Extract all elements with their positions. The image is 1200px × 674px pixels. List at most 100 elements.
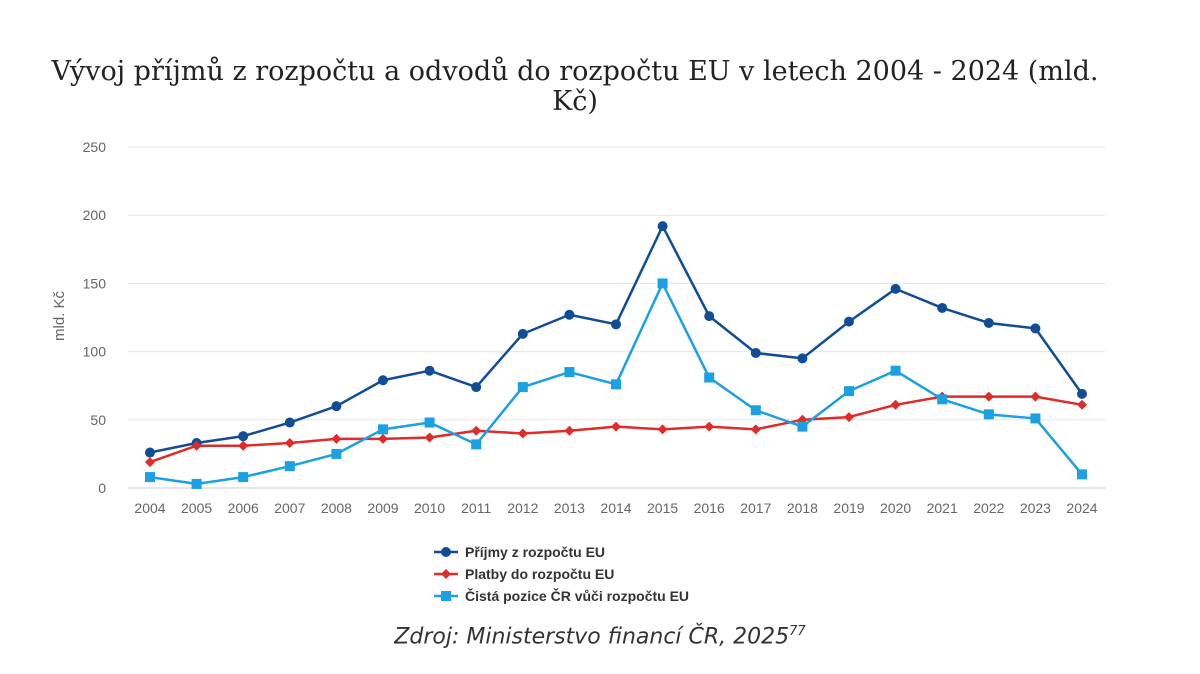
x-tick-label: 2005 (181, 500, 212, 516)
legend-marker (441, 569, 451, 579)
data-point (750, 347, 761, 358)
data-point (657, 424, 668, 435)
data-point (145, 457, 155, 468)
data-point (424, 432, 435, 443)
x-tick-label: 2008 (321, 500, 352, 516)
legend: Příjmy z rozpočtu EU Platby do rozpočtu E… (434, 544, 689, 604)
series-3 (145, 278, 1087, 489)
x-tick-label: 2012 (507, 500, 538, 516)
data-point (564, 425, 575, 436)
data-point (1077, 469, 1087, 480)
data-point (890, 365, 901, 376)
data-point (983, 391, 994, 402)
data-point (284, 417, 295, 428)
data-point (331, 433, 342, 444)
legend-label: Platby do rozpočtu EU (465, 566, 614, 582)
data-point (378, 433, 388, 444)
data-point (611, 319, 621, 330)
data-point (844, 412, 854, 423)
data-point (331, 448, 342, 459)
y-axis-label: mld. Kč (51, 290, 68, 341)
x-tick-label: 2006 (228, 500, 259, 516)
data-point (983, 317, 994, 328)
x-tick-label: 2014 (600, 500, 631, 516)
data-point (797, 421, 808, 432)
x-tick-label: 2021 (927, 500, 958, 516)
data-point (424, 365, 435, 376)
data-point (890, 399, 901, 410)
series-2 (145, 391, 1087, 468)
y-tick-label: 200 (83, 207, 107, 223)
data-point (191, 478, 202, 489)
y-tick-label: 50 (90, 412, 106, 428)
data-point (471, 439, 482, 450)
data-point (983, 409, 994, 420)
source-footnote: 77 (789, 624, 806, 639)
source-text: Zdroj: Ministerstvo financí ČR, 2025 (394, 624, 790, 650)
data-point (1077, 399, 1087, 410)
data-point (378, 375, 388, 386)
source-caption: Zdroj: Ministerstvo financí ČR, 202577 (0, 624, 1200, 649)
x-tick-label: 2017 (740, 500, 771, 516)
data-point (378, 424, 388, 435)
data-point (844, 386, 854, 397)
data-point (704, 421, 715, 432)
series-1 (145, 221, 1087, 458)
x-tick-label: 2016 (694, 500, 725, 516)
legend-item[interactable]: Platby do rozpočtu EU (434, 566, 614, 582)
x-tick-label: 2022 (973, 500, 1004, 516)
data-point (145, 447, 155, 458)
x-tick-label: 2015 (647, 500, 678, 516)
gridlines (128, 146, 1105, 489)
data-point (471, 382, 482, 393)
data-point (331, 401, 342, 412)
data-point (797, 353, 808, 364)
legend-item[interactable]: Příjmy z rozpočtu EU (434, 544, 605, 560)
data-point (517, 428, 528, 439)
legend-label: Příjmy z rozpočtu EU (465, 544, 605, 560)
data-point (238, 472, 249, 483)
data-point (937, 302, 948, 313)
x-tick-label: 2007 (274, 500, 305, 516)
data-point (611, 421, 621, 432)
legend-marker (441, 591, 451, 601)
data-point (890, 283, 901, 294)
legend-marker (441, 547, 451, 557)
data-point (750, 405, 761, 416)
x-tick-label: 2018 (787, 500, 818, 516)
x-tick-label: 2004 (134, 500, 165, 516)
data-point (517, 382, 528, 393)
legend-label: Čistá pozice ČR vůči rozpočtu EU (465, 587, 689, 604)
series-layer (145, 221, 1087, 489)
x-tick-label: 2013 (554, 500, 585, 516)
y-axis-ticks: 0 50 100 150 200 250 (83, 139, 107, 496)
data-point (284, 437, 295, 448)
y-tick-label: 250 (83, 139, 107, 155)
data-point (1030, 391, 1041, 402)
data-point (1030, 323, 1041, 334)
x-tick-label: 2009 (367, 500, 398, 516)
x-tick-label: 2023 (1020, 500, 1051, 516)
x-tick-label: 2019 (833, 500, 864, 516)
data-point (657, 278, 668, 289)
data-point (471, 425, 482, 436)
data-point (1030, 413, 1041, 424)
data-point (657, 221, 668, 232)
x-tick-label: 2024 (1066, 500, 1097, 516)
x-axis-ticks: 2004 2005 2006 2007 2008 2009 2010 2011 2012 2013… (134, 500, 1097, 516)
data-point (564, 309, 575, 320)
line-chart: Vývoj příjmů z rozpočtu a odvodů do rozp… (51, 55, 1105, 604)
data-point (937, 394, 948, 405)
x-tick-label: 2010 (414, 500, 445, 516)
x-tick-label: 2020 (880, 500, 911, 516)
data-point (284, 461, 295, 472)
legend-item[interactable]: Čistá pozice ČR vůči rozpočtu EU (434, 587, 689, 604)
data-point (145, 472, 155, 483)
data-point (750, 424, 761, 435)
data-point (1077, 388, 1087, 399)
data-point (517, 328, 528, 339)
chart-title-line-1: Vývoj příjmů z rozpočtu a odvodů do rozp… (51, 55, 1099, 87)
data-point (704, 311, 715, 322)
y-tick-label: 0 (98, 480, 106, 496)
data-point (424, 417, 435, 428)
